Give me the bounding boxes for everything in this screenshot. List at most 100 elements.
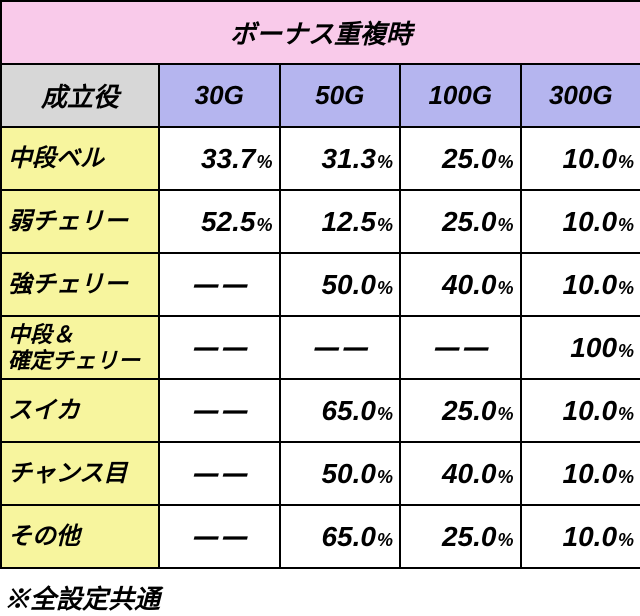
percent-symbol: % <box>377 467 393 487</box>
data-cell: 25.0% <box>400 190 521 253</box>
row-label: チャンス目 <box>1 442 159 505</box>
value: 31.3 <box>321 143 376 174</box>
data-cell: 40.0% <box>400 442 521 505</box>
data-cell: 52.5% <box>159 190 280 253</box>
data-cell: 25.0% <box>400 505 521 568</box>
data-cell: 10.0% <box>521 505 640 568</box>
value: 25.0 <box>442 395 497 426</box>
data-cell: 65.0% <box>280 505 401 568</box>
percent-symbol: % <box>497 215 513 235</box>
data-cell: 10.0% <box>521 190 640 253</box>
data-cell: 65.0% <box>280 379 401 442</box>
percent-symbol: % <box>618 278 634 298</box>
table-title: ボーナス重複時 <box>1 1 640 64</box>
title-row: ボーナス重複時 <box>1 1 640 64</box>
row-label: 中段＆確定チェリー <box>1 316 159 379</box>
header-row: 成立役 30G 50G 100G 300G <box>1 64 640 127</box>
data-cell: 12.5% <box>280 190 401 253</box>
table-row: スイカ－－65.0%25.0%10.0% <box>1 379 640 442</box>
percent-symbol: % <box>256 215 272 235</box>
data-cell: －－ <box>159 379 280 442</box>
row-label: その他 <box>1 505 159 568</box>
data-cell: 10.0% <box>521 442 640 505</box>
value: 50.0 <box>321 458 376 489</box>
table-row: 中段＆確定チェリー－－－－－－100% <box>1 316 640 379</box>
percent-symbol: % <box>377 530 393 550</box>
data-cell: －－ <box>159 505 280 568</box>
value: 33.7 <box>201 143 256 174</box>
value: 12.5 <box>321 206 376 237</box>
value: 10.0 <box>563 395 618 426</box>
data-cell: 10.0% <box>521 127 640 190</box>
value: 65.0 <box>321 521 376 552</box>
value: 65.0 <box>321 395 376 426</box>
value: 25.0 <box>442 521 497 552</box>
value: 10.0 <box>563 458 618 489</box>
data-cell: －－ <box>280 316 401 379</box>
value: 10.0 <box>563 143 618 174</box>
data-cell: 10.0% <box>521 379 640 442</box>
percent-symbol: % <box>377 152 393 172</box>
dash-icon: －－ <box>160 262 273 308</box>
row-label: 中段ベル <box>1 127 159 190</box>
value: 10.0 <box>563 269 618 300</box>
percent-symbol: % <box>377 215 393 235</box>
table-row: 弱チェリー52.5%12.5%25.0%10.0% <box>1 190 640 253</box>
row-label: スイカ <box>1 379 159 442</box>
table-row: チャンス目－－50.0%40.0%10.0% <box>1 442 640 505</box>
row-label: 強チェリー <box>1 253 159 316</box>
percent-symbol: % <box>497 467 513 487</box>
table-row: 強チェリー－－50.0%40.0%10.0% <box>1 253 640 316</box>
percent-symbol: % <box>618 152 634 172</box>
value: 40.0 <box>442 458 497 489</box>
bonus-overlap-table: ボーナス重複時 成立役 30G 50G 100G 300G 中段ベル33.7%3… <box>0 0 640 569</box>
dash-icon: －－ <box>281 325 394 371</box>
value: 10.0 <box>563 206 618 237</box>
data-cell: －－ <box>159 253 280 316</box>
row-label: 弱チェリー <box>1 190 159 253</box>
data-cell: 50.0% <box>280 253 401 316</box>
percent-symbol: % <box>618 341 634 361</box>
data-cell: 25.0% <box>400 379 521 442</box>
data-cell: 10.0% <box>521 253 640 316</box>
value: 52.5 <box>201 206 256 237</box>
col-header: 30G <box>159 64 280 127</box>
data-cell: 33.7% <box>159 127 280 190</box>
percent-symbol: % <box>377 278 393 298</box>
percent-symbol: % <box>497 278 513 298</box>
data-cell: 40.0% <box>400 253 521 316</box>
percent-symbol: % <box>256 152 272 172</box>
percent-symbol: % <box>618 530 634 550</box>
data-cell: 31.3% <box>280 127 401 190</box>
percent-symbol: % <box>618 467 634 487</box>
footer-note: ※全設定共通 <box>0 569 640 616</box>
col-header: 300G <box>521 64 640 127</box>
value: 10.0 <box>563 521 618 552</box>
dash-icon: －－ <box>160 514 273 560</box>
table-row: 中段ベル33.7%31.3%25.0%10.0% <box>1 127 640 190</box>
dash-icon: －－ <box>160 388 273 434</box>
value: 50.0 <box>321 269 376 300</box>
value: 25.0 <box>442 206 497 237</box>
data-cell: －－ <box>159 442 280 505</box>
percent-symbol: % <box>618 215 634 235</box>
percent-symbol: % <box>377 404 393 424</box>
value: 25.0 <box>442 143 497 174</box>
data-cell: －－ <box>400 316 521 379</box>
percent-symbol: % <box>497 404 513 424</box>
col-header: 100G <box>400 64 521 127</box>
label-header: 成立役 <box>1 64 159 127</box>
percent-symbol: % <box>497 152 513 172</box>
data-cell: －－ <box>159 316 280 379</box>
dash-icon: －－ <box>160 325 273 371</box>
dash-icon: －－ <box>160 451 273 497</box>
table-row: その他－－65.0%25.0%10.0% <box>1 505 640 568</box>
data-cell: 100% <box>521 316 640 379</box>
percent-symbol: % <box>618 404 634 424</box>
percent-symbol: % <box>497 530 513 550</box>
table-wrapper: ボーナス重複時 成立役 30G 50G 100G 300G 中段ベル33.7%3… <box>0 0 640 616</box>
col-header: 50G <box>280 64 401 127</box>
value: 100 <box>570 332 617 363</box>
data-cell: 50.0% <box>280 442 401 505</box>
dash-icon: －－ <box>401 325 514 371</box>
